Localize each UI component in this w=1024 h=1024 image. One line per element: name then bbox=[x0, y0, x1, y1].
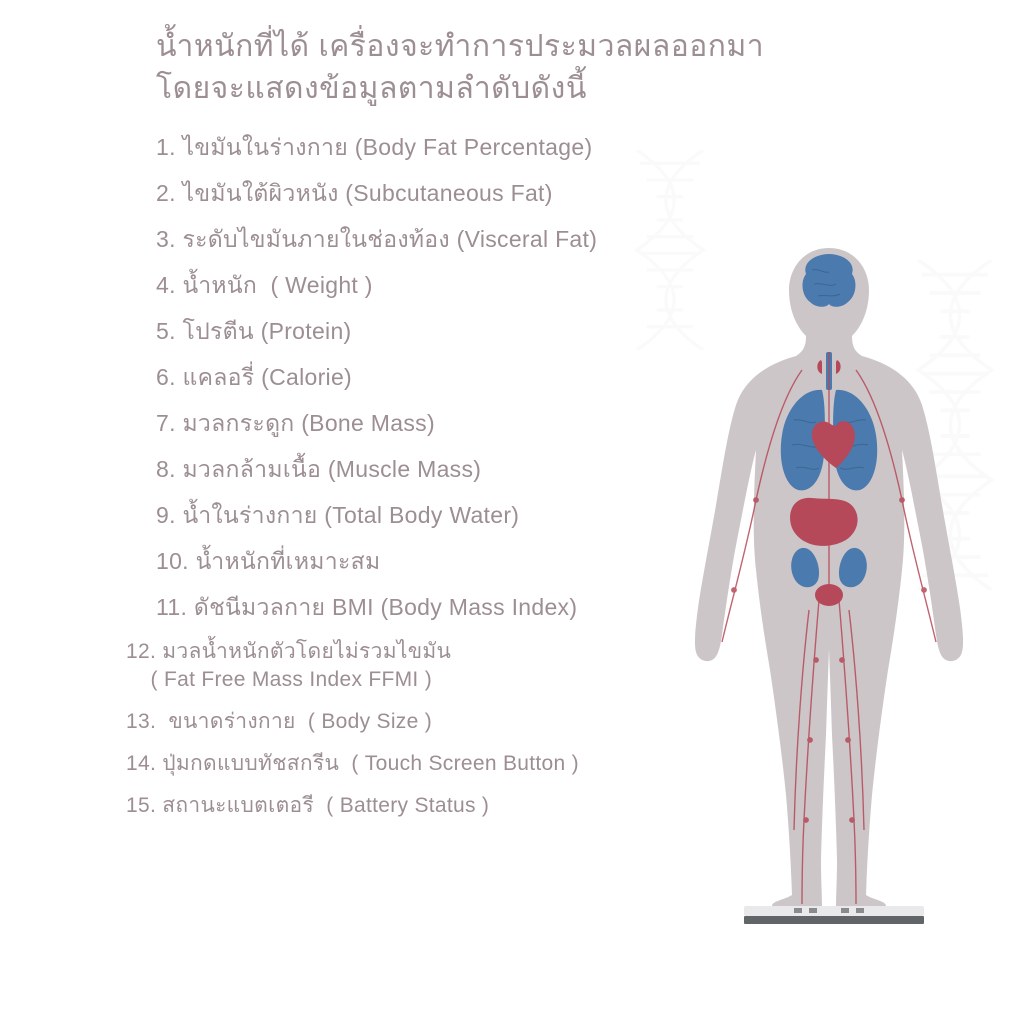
page-root: น้ำหนักที่ได้ เครื่องจะทำการประมวลผลออกม… bbox=[0, 0, 1024, 1024]
page-title: น้ำหนักที่ได้ เครื่องจะทำการประมวลผลออกม… bbox=[156, 26, 1024, 110]
title-line-2: โดยจะแสดงข้อมูลตามลำดับดังนี้ bbox=[156, 68, 1024, 110]
body-anatomy-figure bbox=[674, 240, 984, 940]
list-item: 2. ไขมันใต้ผิวหนัง (Subcutaneous Fat) bbox=[156, 170, 1024, 216]
title-line-1: น้ำหนักที่ได้ เครื่องจะทำการประมวลผลออกม… bbox=[156, 26, 1024, 68]
list-item: 1. ไขมันในร่างกาย (Body Fat Percentage) bbox=[156, 124, 1024, 170]
